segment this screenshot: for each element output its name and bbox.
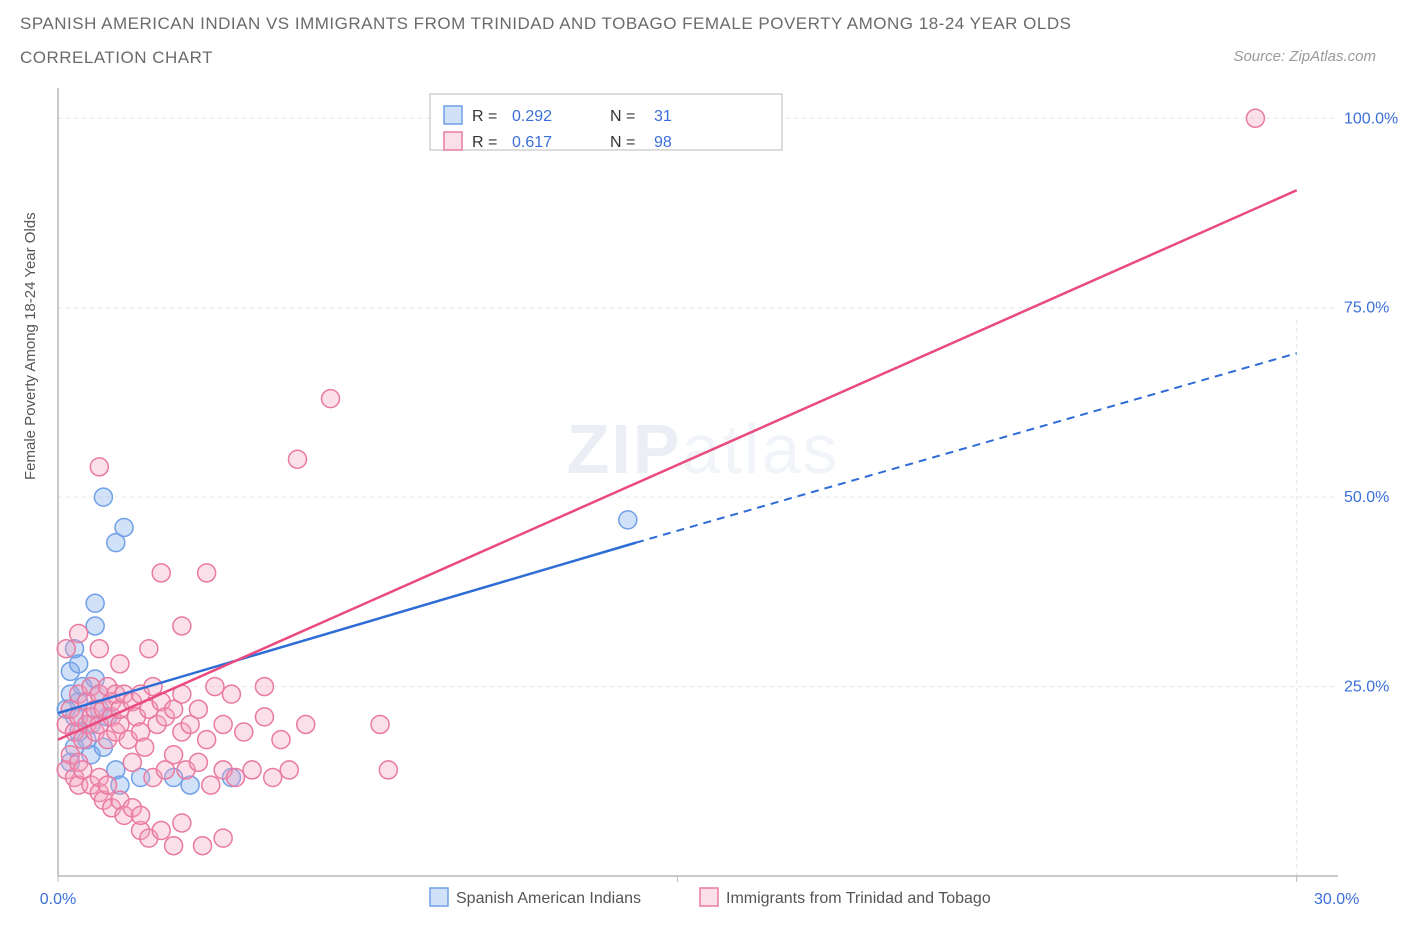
scatter-point-pink [70,625,88,643]
series-legend-label: Immigrants from Trinidad and Tobago [726,890,991,907]
scatter-point-pink [235,723,253,741]
scatter-point-pink [194,837,212,855]
scatter-point-pink [264,769,282,787]
legend-swatch [444,132,462,150]
scatter-point-pink [202,776,220,794]
scatter-point-pink [189,753,207,771]
scatter-point-pink [322,390,340,408]
scatter-point-pink [90,640,108,658]
scatter-point-blue [86,594,104,612]
scatter-point-pink [214,715,232,733]
scatter-point-pink [90,458,108,476]
scatter-point-pink [111,655,129,673]
legend-n-label: N = [610,108,635,125]
legend-r-value: 0.617 [512,134,552,151]
legend-n-value: 98 [654,134,672,151]
trendline-pink [58,190,1297,739]
scatter-point-pink [222,685,240,703]
series-legend-swatch [700,888,718,906]
scatter-point-pink [214,829,232,847]
legend-r-label: R = [472,134,497,151]
x-tick-label: 0.0% [40,891,76,908]
legend-r-label: R = [472,108,497,125]
scatter-point-pink [243,761,261,779]
y-tick-label: 50.0% [1344,489,1389,506]
trendline-blue-solid [58,543,636,713]
y-tick-label: 75.0% [1344,300,1389,317]
scatter-point-blue [94,488,112,506]
scatter-point-pink [198,564,216,582]
scatter-point-pink [173,617,191,635]
scatter-point-pink [280,761,298,779]
scatter-point-pink [165,837,183,855]
scatter-point-pink [255,678,273,696]
y-tick-label: 100.0% [1344,110,1398,127]
scatter-point-pink [57,640,75,658]
legend-n-value: 31 [654,108,672,125]
scatter-point-pink [297,715,315,733]
scatter-point-blue [115,518,133,536]
scatter-point-pink [140,640,158,658]
scatter-point-pink [132,806,150,824]
scatter-point-pink [255,708,273,726]
scatter-point-pink [136,738,154,756]
scatter-point-pink [288,450,306,468]
y-tick-label: 25.0% [1344,679,1389,696]
scatter-point-pink [379,761,397,779]
scatter-point-pink [152,822,170,840]
legend-r-value: 0.292 [512,108,552,125]
scatter-point-blue [86,617,104,635]
correlation-scatter-chart: 25.0% 50.0% 75.0% 100.0% R = 0.292 N = 31 R = 0.6… [0,0,1406,930]
scatter-point-pink [227,769,245,787]
x-tick-label: 30.0% [1314,891,1359,908]
trendline-blue-dashed [636,353,1297,542]
scatter-point-pink [99,776,117,794]
series-legend-swatch [430,888,448,906]
legend-n-label: N = [610,134,635,151]
scatter-point-pink [123,753,141,771]
scatter-point-pink [189,700,207,718]
scatter-point-pink [173,814,191,832]
scatter-point-pink [152,564,170,582]
scatter-point-pink [272,731,290,749]
series-legend-label: Spanish American Indians [456,890,641,907]
legend-swatch [444,106,462,124]
scatter-point-blue [619,511,637,529]
scatter-point-pink [1246,109,1264,127]
scatter-point-pink [198,731,216,749]
scatter-point-pink [206,678,224,696]
scatter-point-pink [371,715,389,733]
scatter-point-pink [165,746,183,764]
